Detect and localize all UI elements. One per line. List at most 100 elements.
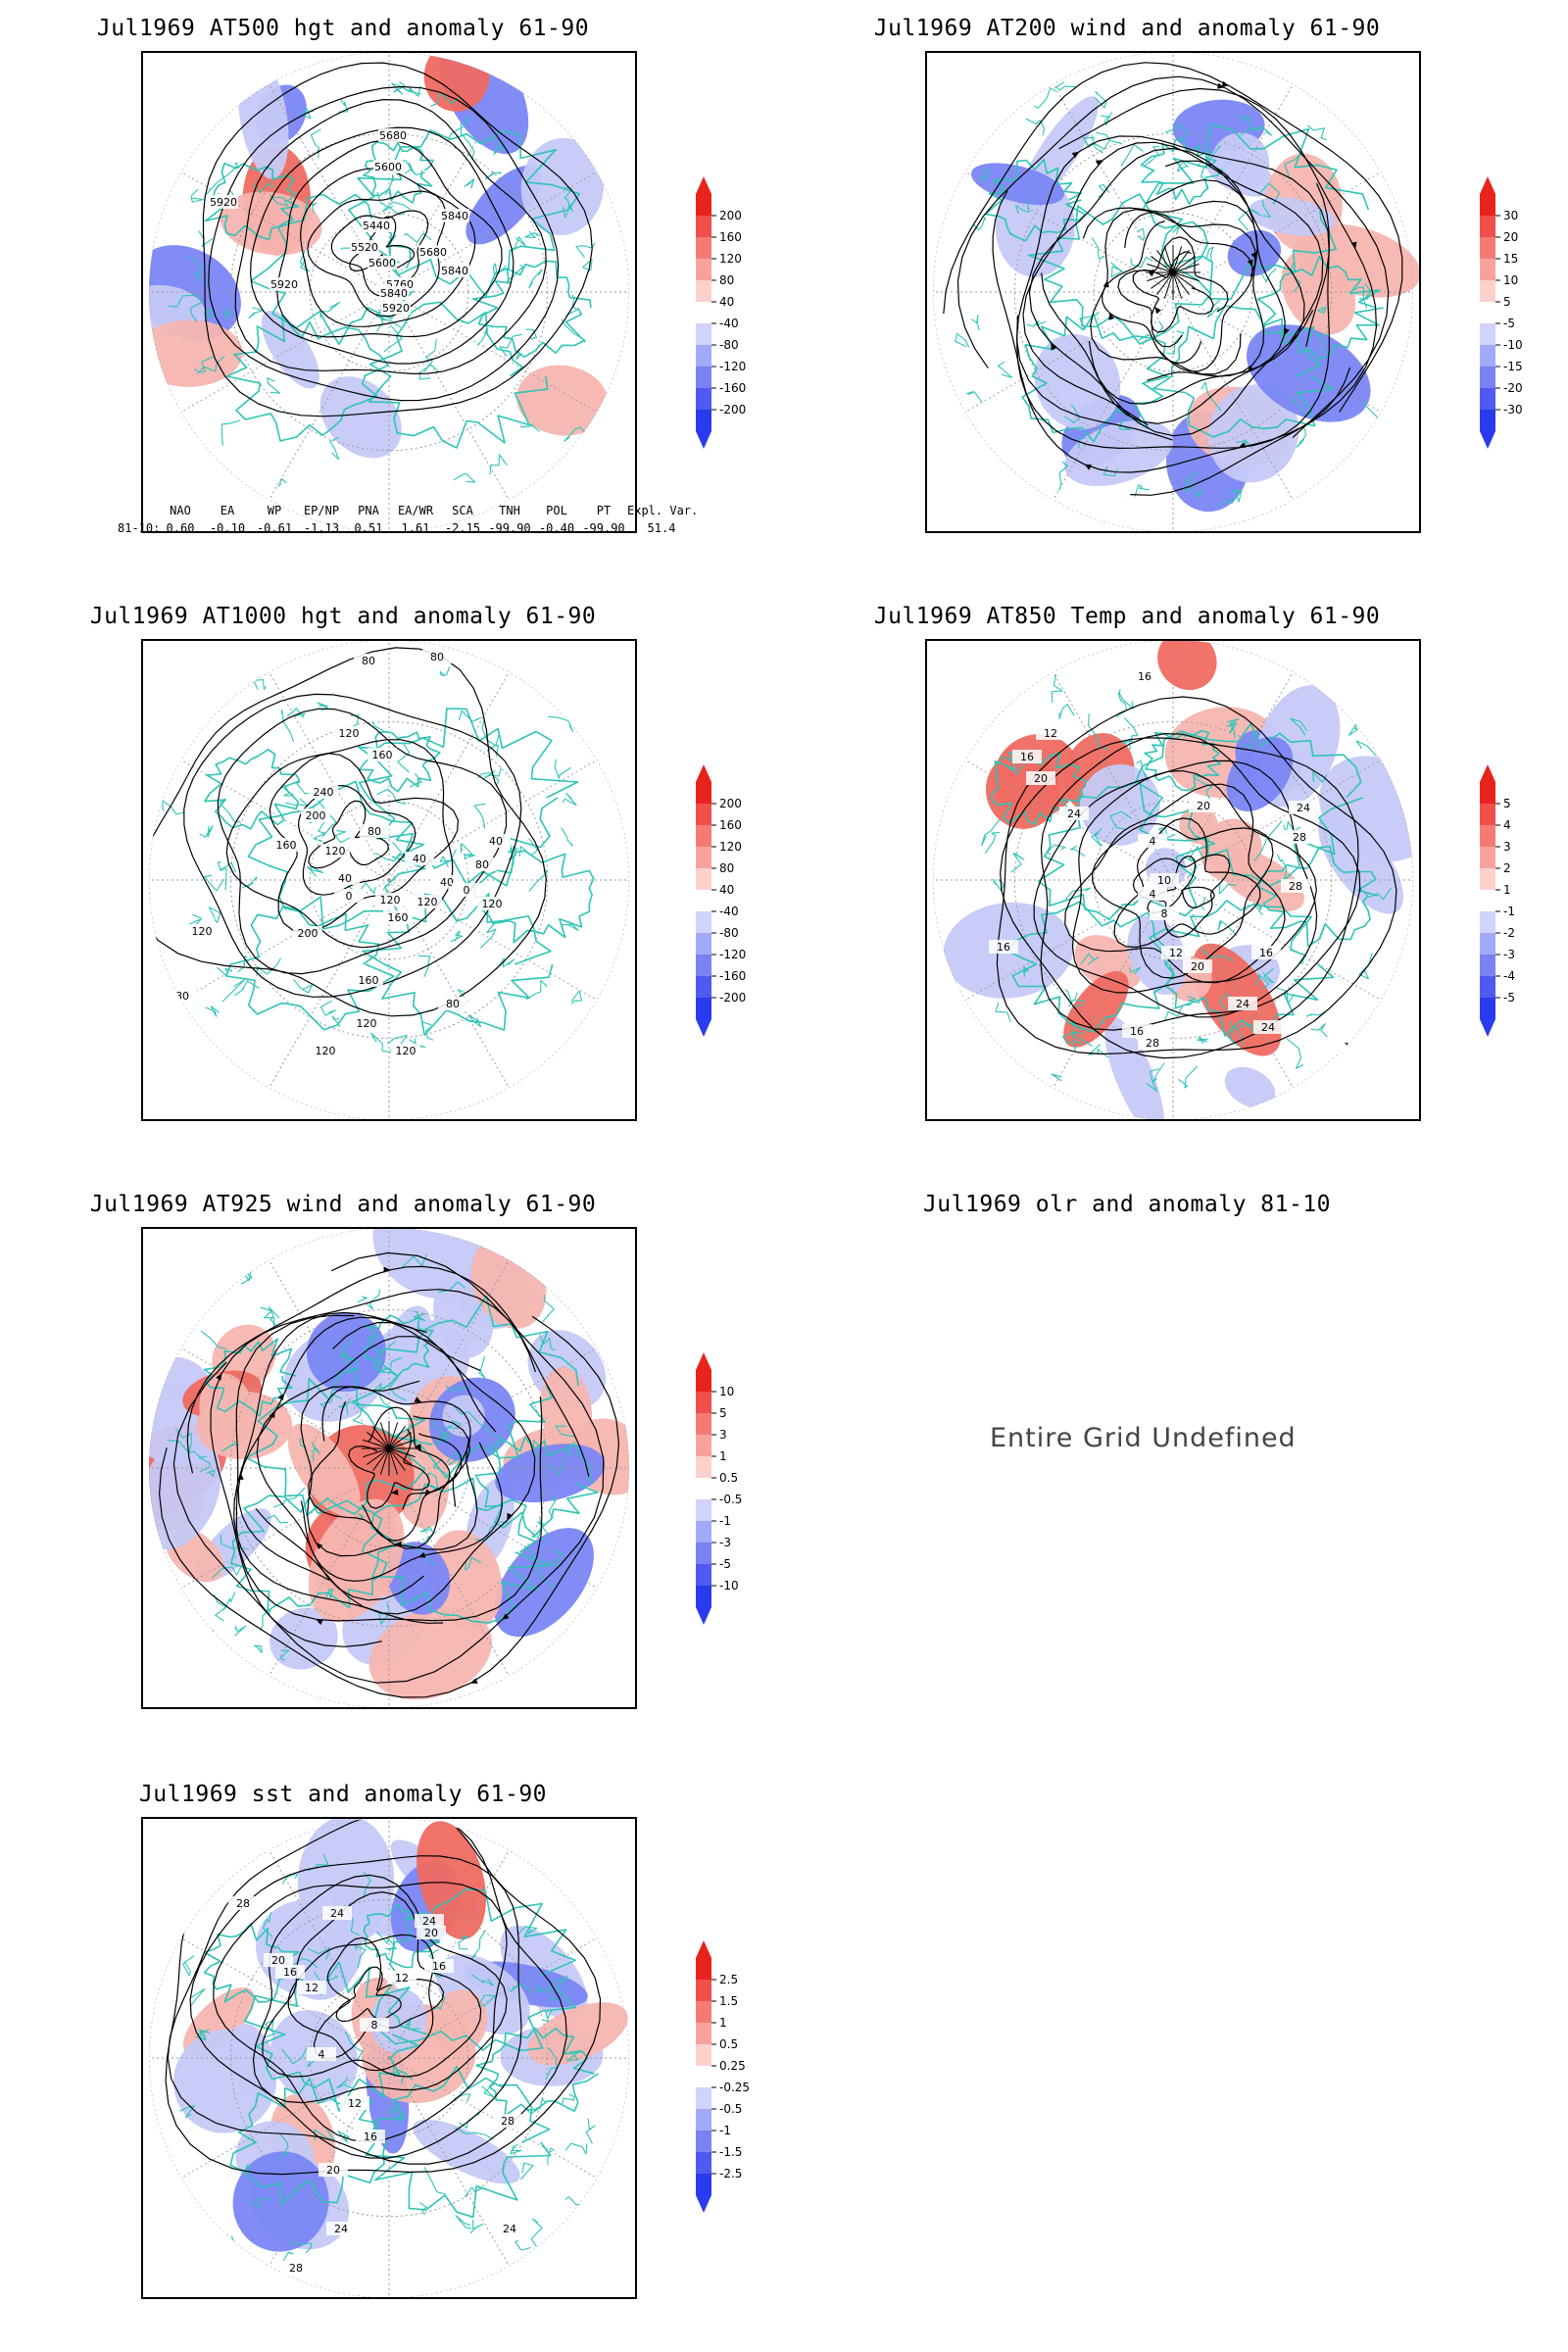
contour-label-bg bbox=[1059, 807, 1089, 820]
colorbar-tick-label: -4 bbox=[1503, 969, 1515, 983]
map-panel-sst: 28 24 20 24 20 16 12 16 12 8 4 12 16 20 24 28 24 28 bbox=[141, 1817, 637, 2299]
colorbar-tick-label: 5 bbox=[719, 1406, 727, 1420]
colorbar-tick-label: 10 bbox=[719, 1385, 734, 1398]
contour-label-bg bbox=[418, 245, 448, 259]
contour-label: 120 bbox=[339, 727, 360, 740]
contour-label-bg bbox=[452, 883, 481, 897]
contour-label-bg bbox=[187, 924, 217, 938]
colorbar-tick-label: -2 bbox=[1503, 926, 1515, 940]
contour-label-bg bbox=[405, 852, 434, 865]
index-header: Expl. Var. bbox=[627, 504, 699, 517]
contour-label: 160 bbox=[359, 974, 379, 987]
contour-label: 8 bbox=[1161, 907, 1168, 920]
contour-label: 24 bbox=[1261, 1021, 1275, 1034]
contour-label: 80 bbox=[475, 858, 489, 871]
colorbar-tick-label: 3 bbox=[719, 1428, 727, 1442]
contour-label: 28 bbox=[289, 2262, 303, 2275]
contour-label-bg bbox=[301, 808, 330, 822]
colorbar-tick-label: -1 bbox=[719, 2124, 731, 2137]
contour-label: 40 bbox=[413, 853, 426, 865]
contour-label-bg bbox=[322, 1906, 352, 1920]
contour-label: 12 bbox=[1169, 947, 1183, 959]
colorbar-tick-label: 1 bbox=[1503, 883, 1511, 897]
contour-label: 5440 bbox=[363, 220, 390, 232]
contour-label: 0 bbox=[346, 890, 353, 903]
contour-label-bg bbox=[1026, 771, 1055, 785]
colorbar-tick-label: -5 bbox=[1503, 317, 1515, 330]
colorbar-1000: 200 160 120 80 40 -40 -80 -120 -160 -200 bbox=[686, 760, 764, 1039]
colorbar-tick-label: -0.25 bbox=[719, 2081, 750, 2094]
contour-label: 5840 bbox=[380, 287, 408, 300]
contour-label: 20 bbox=[424, 1927, 438, 1939]
contour-label-bg bbox=[1183, 959, 1212, 973]
contour-label: 24 bbox=[330, 1907, 344, 1920]
contour-label: 12 bbox=[1044, 727, 1057, 740]
colorbar-tick-label: 80 bbox=[719, 273, 734, 287]
colorbar-tick-label: -40 bbox=[719, 905, 739, 918]
contour-label: 5920 bbox=[382, 302, 410, 315]
index-value: -0.40 bbox=[538, 521, 575, 535]
map-925 bbox=[149, 1229, 629, 1707]
contour-label: 40 bbox=[489, 835, 503, 848]
contour-label-bg bbox=[415, 1914, 444, 1928]
index-value: -0.61 bbox=[256, 521, 293, 535]
contour-label-bg bbox=[440, 209, 469, 222]
contour-label-bg bbox=[391, 1044, 420, 1057]
index-header: POL bbox=[546, 504, 567, 517]
index-header: EA/WR bbox=[397, 504, 434, 517]
contour-label: 40 bbox=[440, 876, 454, 889]
contour-label-bg bbox=[1012, 750, 1042, 763]
index-header: SCA bbox=[452, 504, 473, 517]
colorbar-tick-label: 0.25 bbox=[719, 2059, 746, 2073]
contour-label: 200 bbox=[298, 927, 318, 940]
contour-label: 8 bbox=[371, 2019, 378, 2032]
contour-label-bg bbox=[356, 2130, 385, 2143]
contour-label: 5840 bbox=[441, 210, 468, 222]
colorbar-850: 5 4 3 2 1 -1 -2 -3 -4 -5 bbox=[1470, 760, 1548, 1039]
contour-label-bg bbox=[1161, 946, 1191, 959]
contour-label: 120 bbox=[316, 1045, 336, 1057]
map-panel-925 bbox=[141, 1227, 637, 1709]
contour-label: 12 bbox=[348, 2097, 362, 2110]
contour-label-bg bbox=[1130, 669, 1159, 683]
index-value: -99.90 bbox=[488, 521, 531, 535]
colorbar-tick-label: -15 bbox=[1503, 360, 1523, 373]
colorbar-tick-label: -5 bbox=[1503, 991, 1515, 1004]
colorbar-tick-label: 120 bbox=[719, 252, 742, 266]
colorbar-tick-label: 30 bbox=[1503, 209, 1518, 222]
contour-label-bg bbox=[360, 824, 389, 838]
panel-title-925: Jul1969 AT925 wind and anomaly 61-90 bbox=[89, 1192, 597, 1217]
contour-label-bg bbox=[309, 785, 338, 799]
contour-label-bg bbox=[270, 277, 299, 291]
contour-label-bg bbox=[350, 240, 379, 254]
index-value: 0.51 bbox=[354, 521, 383, 535]
colorbar-tick-label: 1 bbox=[719, 2016, 727, 2030]
index-value: 51.4 bbox=[647, 521, 676, 535]
colorbar-925: 10 5 3 1 0.5 -0.5 -1 -3 -5 -10 bbox=[686, 1348, 764, 1627]
colorbar-tick-label: 10 bbox=[1503, 273, 1518, 287]
index-value: 0.60 bbox=[166, 521, 195, 535]
contour-label-bg bbox=[424, 1959, 454, 1973]
colorbar-tick-label: 160 bbox=[719, 818, 742, 832]
colorbar-tick-label: 2 bbox=[1503, 861, 1511, 875]
colorbar-tick-label: 80 bbox=[719, 861, 734, 875]
contour-label: 120 bbox=[380, 894, 401, 906]
panel-title-200: Jul1969 AT200 wind and anomaly 61-90 bbox=[873, 16, 1381, 41]
contour-label: 24 bbox=[1236, 998, 1250, 1010]
contour-label: 5840 bbox=[441, 265, 468, 277]
index-value: 1.61 bbox=[401, 521, 430, 535]
contour-label: 120 bbox=[396, 1045, 416, 1057]
contour-label: 20 bbox=[271, 1954, 285, 1967]
contour-label-bg bbox=[1281, 879, 1310, 893]
index-header: PNA bbox=[358, 504, 379, 517]
map-panel-500: 5680 5600 5440 5920 5840 5680 5600 5520 5760 5840… bbox=[141, 51, 637, 533]
contour-label-bg bbox=[989, 940, 1018, 954]
contour-label: 160 bbox=[276, 839, 297, 852]
colorbar-tick-label: 5 bbox=[1503, 797, 1511, 810]
index-value: -1.13 bbox=[303, 521, 340, 535]
colorbar-tick-label: 3 bbox=[1503, 840, 1511, 854]
index-header: PT bbox=[596, 504, 612, 517]
contour-label-bg bbox=[477, 897, 507, 910]
colorbar-tick-label: -160 bbox=[719, 969, 746, 983]
